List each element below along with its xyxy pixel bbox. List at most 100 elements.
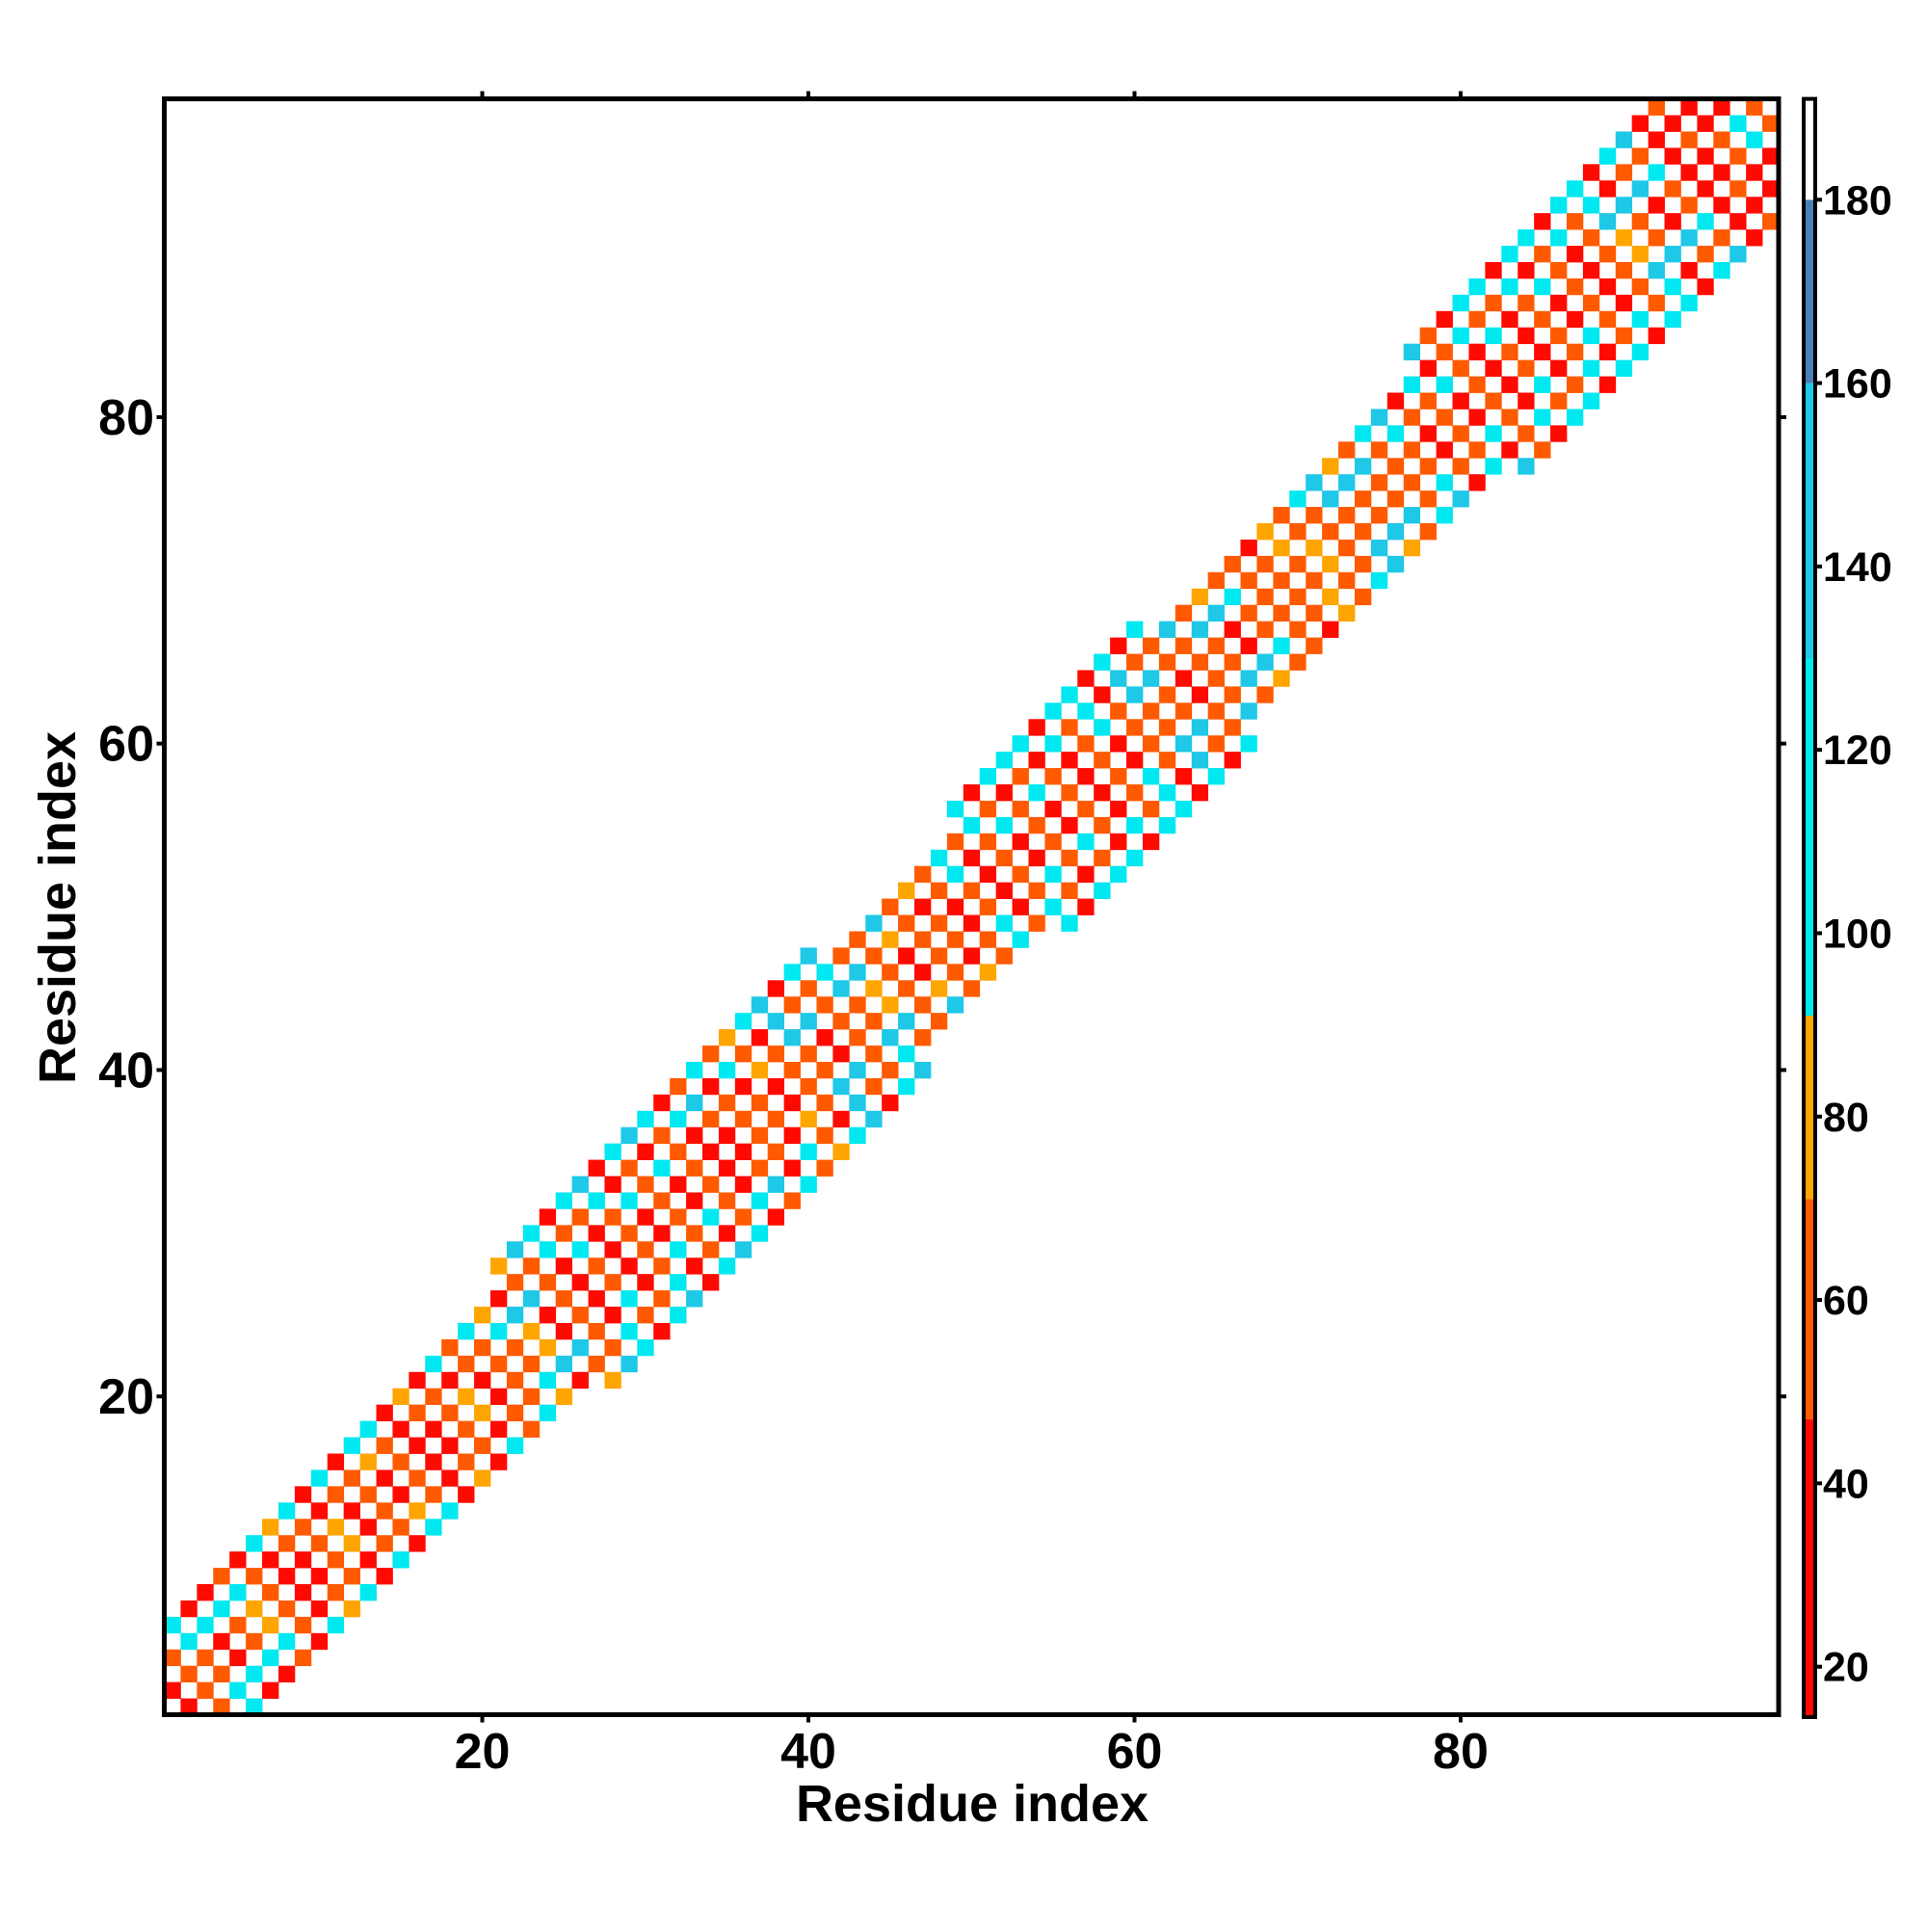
heatmap-cell (1077, 833, 1095, 851)
heatmap-cell (865, 1013, 883, 1030)
heatmap-cell (1110, 800, 1127, 818)
heatmap-cell (1191, 621, 1209, 638)
heatmap-cell (1354, 522, 1372, 541)
heatmap-cell (1598, 376, 1617, 393)
heatmap-cell (1061, 719, 1078, 736)
heatmap-cell (620, 1322, 638, 1340)
heatmap-cell (1142, 702, 1160, 720)
heatmap-cell (914, 865, 932, 884)
heatmap-cell (571, 1208, 589, 1226)
heatmap-cell (1518, 458, 1535, 475)
heatmap-cell (1273, 670, 1290, 687)
heatmap-cell (539, 1208, 557, 1226)
heatmap-cell (800, 1077, 817, 1096)
heatmap-cell (294, 1519, 312, 1536)
heatmap-cell (1322, 588, 1339, 606)
heatmap-cell (1518, 294, 1535, 312)
heatmap-cell (571, 1241, 589, 1258)
heatmap-cell (1158, 816, 1176, 834)
heatmap-cell (1142, 768, 1160, 785)
heatmap-cell (963, 947, 981, 965)
heatmap-cell (865, 947, 883, 965)
heatmap-cell (1061, 816, 1078, 834)
heatmap-cell (343, 1502, 360, 1520)
heatmap-cell (1142, 800, 1160, 818)
heatmap-cell (392, 1486, 409, 1503)
heatmap-cell (1028, 752, 1045, 769)
heatmap-cell (1403, 507, 1421, 524)
colorbar-segment (1804, 1418, 1815, 1717)
heatmap-cell (1436, 507, 1453, 524)
heatmap-cell (1518, 261, 1535, 279)
heatmap-cell (832, 1077, 850, 1096)
heatmap-cell (489, 1322, 508, 1340)
heatmap-cell (686, 1094, 703, 1112)
heatmap-cell (1012, 865, 1029, 884)
heatmap-cell (1338, 604, 1356, 622)
heatmap-cell (930, 914, 948, 932)
heatmap-cell (441, 1469, 459, 1487)
heatmap-cell (1012, 735, 1029, 753)
heatmap-cell (458, 1420, 475, 1438)
heatmap-cell (800, 1045, 817, 1063)
heatmap-cell (1485, 327, 1502, 345)
heatmap-cell (1598, 246, 1617, 263)
heatmap-cell (1501, 310, 1518, 329)
heatmap-cell (441, 1371, 459, 1389)
heatmap-cell (539, 1338, 557, 1357)
heatmap-cell (1240, 539, 1257, 557)
heatmap-cell (1158, 621, 1176, 638)
heatmap-cell (376, 1535, 393, 1552)
heatmap-cell (718, 1225, 736, 1242)
heatmap-cell (637, 1176, 654, 1193)
heatmap-cell (1550, 425, 1568, 442)
heatmap-cell (1501, 343, 1518, 361)
heatmap-cell (1518, 425, 1535, 442)
heatmap-cell (441, 1404, 459, 1422)
heatmap-cell (783, 1192, 801, 1209)
colorbar-tick-label: 120 (1823, 728, 1892, 774)
heatmap-cell (979, 898, 997, 915)
heatmap-cell (376, 1437, 393, 1454)
heatmap-cell (995, 752, 1013, 769)
heatmap-cell (849, 964, 866, 981)
heatmap-cell (1664, 246, 1681, 263)
heatmap-cell (1648, 294, 1665, 312)
heatmap-cell (653, 1094, 671, 1112)
heatmap-cell (702, 1274, 720, 1291)
heatmap-cell (1207, 670, 1225, 687)
heatmap-cell (865, 914, 883, 932)
heatmap-cell (1240, 702, 1257, 720)
heatmap-cell (246, 1632, 263, 1651)
heatmap-cell (1126, 621, 1144, 638)
heatmap-cell (1094, 882, 1111, 899)
heatmap-cell (555, 1225, 573, 1242)
heatmap-cell (1077, 800, 1095, 818)
heatmap-cell (1485, 392, 1502, 410)
heatmap-cell (1631, 310, 1650, 329)
heatmap-cell (1664, 278, 1681, 296)
heatmap-cell (995, 784, 1013, 802)
heatmap-cell (1240, 571, 1257, 590)
heatmap-cell (229, 1551, 247, 1569)
heatmap-cell (1746, 131, 1763, 148)
heatmap-cell (310, 1469, 329, 1487)
heatmap-cell (1094, 719, 1111, 736)
heatmap-cell (1501, 246, 1518, 263)
heatmap-cell (262, 1583, 279, 1601)
heatmap-cell (1518, 327, 1535, 345)
heatmap-cell (1615, 131, 1633, 148)
heatmap-cell (262, 1681, 279, 1699)
heatmap-cell (1436, 474, 1453, 491)
heatmap-cell (1746, 229, 1763, 247)
heatmap-cell (1273, 604, 1290, 622)
heatmap-cell (930, 882, 948, 899)
heatmap-cell (1631, 278, 1650, 296)
heatmap-cell (1729, 246, 1747, 263)
heatmap-cell (1566, 213, 1584, 230)
heatmap-cell (1175, 670, 1193, 687)
heatmap-cell (1615, 197, 1633, 214)
heatmap-cell (1762, 147, 1780, 165)
heatmap-cell (637, 1338, 654, 1357)
heatmap-cell (1582, 229, 1600, 247)
